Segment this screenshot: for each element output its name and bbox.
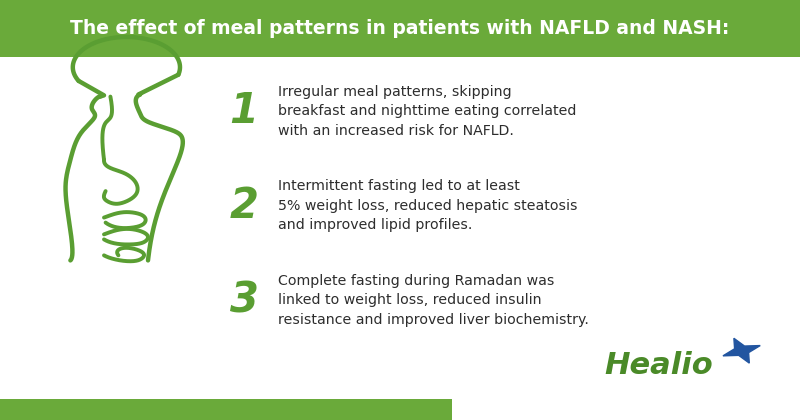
Polygon shape [723,338,760,363]
Text: 1: 1 [230,90,258,132]
Text: 3: 3 [230,279,258,321]
Text: 2: 2 [230,185,258,227]
FancyBboxPatch shape [0,0,800,57]
Text: Healio: Healio [604,351,713,380]
Text: Irregular meal patterns, skipping
breakfast and nighttime eating correlated
with: Irregular meal patterns, skipping breakf… [278,85,577,138]
Text: Intermittent fasting led to at least
5% weight loss, reduced hepatic steatosis
a: Intermittent fasting led to at least 5% … [278,179,578,232]
Text: The effect of meal patterns in patients with NAFLD and NASH:: The effect of meal patterns in patients … [70,19,730,38]
FancyBboxPatch shape [0,399,452,420]
Text: Complete fasting during Ramadan was
linked to weight loss, reduced insulin
resis: Complete fasting during Ramadan was link… [278,274,590,327]
